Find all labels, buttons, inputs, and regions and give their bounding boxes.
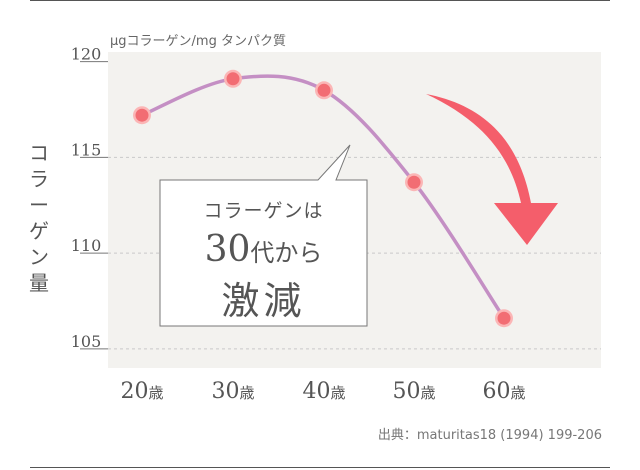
data-point [226,72,240,86]
trend-arrow [426,94,558,245]
callout-line1: コラーゲンは [203,200,324,222]
x-tick-label: 50歳 [392,379,435,404]
data-point [407,175,421,189]
data-point [497,311,511,325]
callout-age: 30 [204,229,251,270]
x-tick-label: 60歳 [482,379,525,404]
x-tick-label: 30歳 [211,379,254,404]
y-tick-label: 120 [71,45,102,64]
callout: コラーゲンは 30代から 激減 [160,180,367,326]
callout-line2: 30代から [160,229,367,270]
bottom-rule [30,467,610,468]
y-tick-label: 110 [71,236,102,255]
data-point [317,83,331,97]
callout-line3: 激減 [221,279,306,323]
y-axis-label: コラーゲン量 [29,141,49,295]
source-citation: 出典：maturitas18 (1994) 199-206 [377,428,602,443]
callout-box [159,144,368,327]
y-tick-label: 105 [71,332,102,351]
callout-age-suffix: 代から [250,239,323,267]
x-tick-label: 40歳 [302,379,345,404]
y-tick-label: 115 [71,140,102,159]
series-line [140,74,506,320]
x-tick-label: 20歳 [120,379,163,404]
data-point [135,108,149,122]
unit-label: μgコラーゲン/mg タンパク質 [110,34,286,49]
top-rule [30,0,610,1]
